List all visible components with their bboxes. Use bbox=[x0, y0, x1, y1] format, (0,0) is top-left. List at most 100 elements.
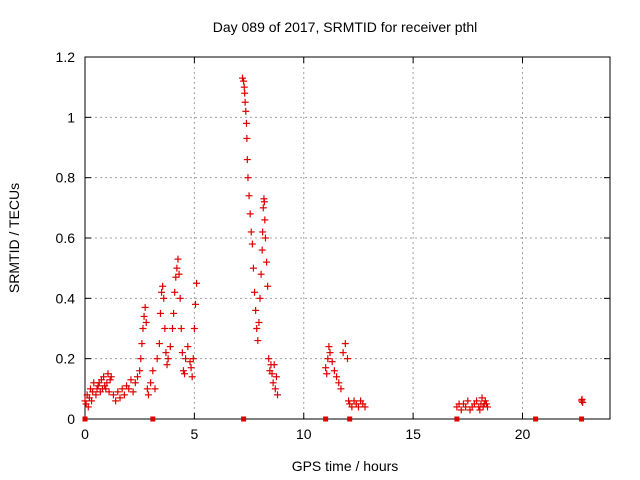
data-point bbox=[271, 385, 279, 393]
data-point bbox=[186, 358, 194, 366]
data-point bbox=[193, 279, 201, 287]
data-point bbox=[578, 395, 586, 403]
data-point bbox=[258, 246, 266, 254]
data-point bbox=[344, 355, 351, 363]
data-point bbox=[102, 385, 110, 393]
data-points bbox=[81, 74, 587, 422]
zero-point-marker bbox=[347, 416, 353, 422]
data-point bbox=[136, 367, 144, 375]
x-tick-label: 15 bbox=[405, 426, 421, 442]
y-tick-label: 1 bbox=[67, 109, 75, 125]
data-point bbox=[481, 397, 489, 405]
data-point bbox=[184, 343, 192, 351]
data-point bbox=[107, 373, 115, 381]
data-point bbox=[257, 270, 265, 278]
data-point bbox=[256, 294, 264, 302]
data-point bbox=[473, 397, 481, 405]
data-point bbox=[252, 306, 260, 314]
data-point bbox=[249, 264, 257, 272]
data-point bbox=[103, 379, 111, 387]
x-tick-label: 10 bbox=[296, 426, 312, 442]
data-point bbox=[161, 325, 169, 332]
data-point bbox=[190, 325, 198, 332]
data-point bbox=[361, 403, 369, 411]
x-tick-label: 0 bbox=[81, 426, 89, 442]
data-point bbox=[109, 391, 117, 399]
y-tick-label: 0.2 bbox=[56, 351, 76, 367]
data-point bbox=[84, 403, 92, 411]
data-point bbox=[454, 416, 460, 422]
data-point bbox=[175, 270, 183, 278]
data-point bbox=[482, 400, 490, 408]
data-point bbox=[89, 388, 97, 396]
data-point bbox=[253, 325, 261, 332]
data-point bbox=[261, 216, 269, 224]
data-point bbox=[254, 337, 262, 345]
data-point bbox=[106, 376, 114, 384]
data-point bbox=[248, 240, 256, 248]
data-point bbox=[151, 385, 159, 393]
data-point bbox=[166, 343, 174, 351]
data-point bbox=[153, 355, 161, 363]
data-point bbox=[335, 379, 343, 387]
data-point bbox=[259, 228, 267, 236]
data-point bbox=[243, 134, 251, 142]
data-point bbox=[478, 394, 486, 402]
data-point bbox=[188, 373, 196, 381]
data-point bbox=[88, 397, 96, 405]
data-point bbox=[242, 107, 250, 115]
data-point bbox=[326, 349, 334, 357]
data-point bbox=[347, 416, 353, 422]
data-point bbox=[240, 83, 248, 91]
data-point bbox=[163, 361, 171, 369]
y-axis-label: SRMTID / TECUs bbox=[6, 183, 22, 293]
data-point bbox=[579, 398, 587, 406]
data-point bbox=[243, 156, 251, 164]
data-point bbox=[272, 373, 280, 381]
y-tick-label: 0.6 bbox=[56, 230, 76, 246]
data-point bbox=[171, 288, 179, 296]
data-point bbox=[246, 210, 254, 218]
x-tick-label: 20 bbox=[515, 426, 531, 442]
data-point bbox=[170, 309, 178, 317]
data-point bbox=[177, 325, 185, 332]
data-point bbox=[245, 192, 253, 200]
data-point bbox=[337, 385, 345, 393]
data-point bbox=[579, 416, 585, 422]
data-point bbox=[118, 385, 126, 393]
data-point bbox=[333, 373, 341, 381]
data-point bbox=[169, 325, 176, 332]
data-point bbox=[116, 394, 124, 402]
data-point bbox=[274, 391, 281, 399]
data-point bbox=[464, 397, 472, 405]
data-point bbox=[158, 288, 166, 296]
data-point bbox=[251, 288, 259, 296]
zero-point-marker bbox=[454, 416, 460, 422]
data-point bbox=[269, 379, 277, 387]
data-point bbox=[259, 204, 267, 212]
data-point bbox=[241, 98, 249, 106]
data-point bbox=[160, 294, 168, 302]
zero-point-marker bbox=[323, 416, 329, 422]
data-point bbox=[261, 234, 269, 242]
data-point bbox=[164, 355, 172, 363]
zero-point-marker bbox=[533, 416, 539, 422]
data-point bbox=[323, 416, 329, 422]
zero-point-marker bbox=[82, 416, 88, 422]
data-point bbox=[330, 367, 338, 375]
data-point bbox=[181, 370, 189, 378]
data-point bbox=[341, 340, 349, 348]
data-point bbox=[178, 349, 186, 357]
data-point bbox=[81, 397, 89, 405]
data-point bbox=[239, 74, 246, 82]
data-point bbox=[82, 416, 88, 422]
data-point bbox=[155, 340, 163, 348]
data-point bbox=[134, 373, 141, 381]
data-point bbox=[457, 406, 465, 414]
data-point bbox=[94, 382, 102, 390]
data-point bbox=[244, 174, 252, 182]
data-point bbox=[104, 370, 112, 378]
data-point bbox=[322, 364, 330, 372]
data-point bbox=[147, 379, 155, 387]
